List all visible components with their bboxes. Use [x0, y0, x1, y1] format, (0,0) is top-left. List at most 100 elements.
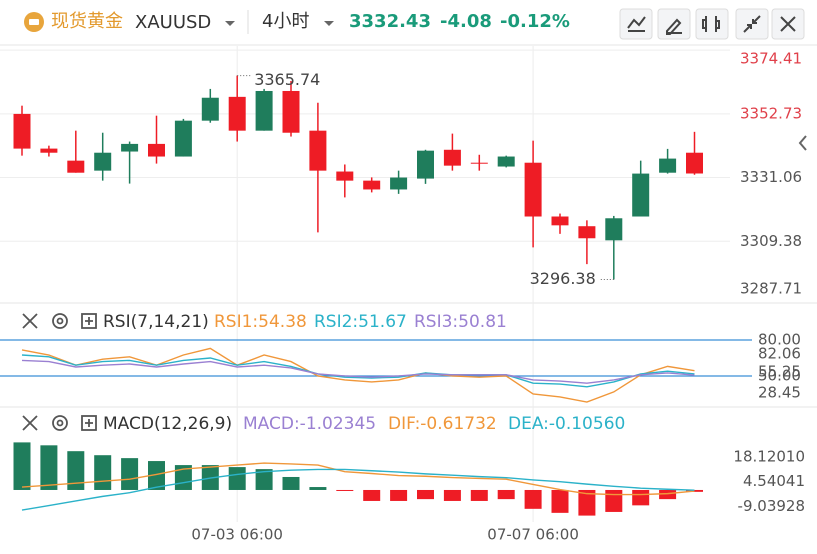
- candle-body: [686, 152, 703, 174]
- change-percent: -0.12%: [500, 11, 570, 32]
- candle-body: [13, 113, 31, 149]
- macd-bar: [282, 476, 300, 490]
- rsi-settings-dot: [56, 317, 64, 325]
- y-tick-label: 18.12010: [733, 447, 805, 465]
- candle-body: [94, 152, 112, 171]
- macd-bar: [686, 489, 703, 492]
- macd-bar: [94, 455, 112, 490]
- macd-bar: [336, 489, 354, 491]
- macd-bar: [148, 461, 165, 490]
- legend-entry: DEA:-0.10560: [508, 414, 625, 434]
- macd-bar: [632, 489, 650, 506]
- y-tick-label: 3352.73: [740, 104, 802, 122]
- macd-bar: [363, 489, 381, 501]
- candle-body: [659, 158, 677, 173]
- candle-body: [605, 218, 623, 241]
- fullscreen-icon: [743, 15, 761, 33]
- candle-body: [121, 143, 139, 152]
- chart-type-button[interactable]: [695, 8, 729, 40]
- symbol-caret[interactable]: [225, 21, 235, 26]
- rsi-expand-plus: [85, 317, 93, 325]
- legend-entry: RSI2:51.67: [314, 312, 407, 332]
- macd-line: [21, 462, 695, 496]
- price: 3332.43: [349, 11, 431, 32]
- close-icon: [780, 16, 796, 32]
- rsi-line: [21, 354, 695, 388]
- candle-body: [282, 90, 300, 133]
- value-badge: 28.45: [758, 384, 801, 402]
- macd-line: [21, 468, 695, 511]
- candle-body: [578, 226, 596, 239]
- macd-bar: [121, 458, 139, 490]
- macd-bar: [40, 445, 58, 490]
- legend-entry: RSI3:50.81: [414, 312, 507, 332]
- candle-body: [228, 96, 246, 131]
- legend-entry: MACD:-1.02345: [243, 414, 376, 434]
- header: 现货黄金 XAUUSD 4小时 3332.43 -4.08 -0.12%: [24, 8, 805, 40]
- macd-bar: [551, 489, 569, 513]
- macd-settings-dot: [56, 419, 64, 427]
- collapse-button[interactable]: [798, 135, 807, 151]
- y-tick-label: 80.00: [758, 331, 801, 349]
- draw-icon: [666, 18, 682, 35]
- macd-title: MACD(12,26,9): [103, 414, 232, 434]
- macd-settings[interactable]: [52, 415, 68, 431]
- indicator-icon: [627, 16, 646, 32]
- candle-body: [148, 143, 165, 157]
- candle-body: [470, 162, 488, 164]
- rsi-settings[interactable]: [52, 313, 68, 329]
- indicator-button[interactable]: [619, 8, 653, 40]
- rsi-line: [21, 359, 695, 384]
- macd-expand-plus: [85, 419, 93, 427]
- macd-bar: [13, 442, 31, 490]
- candle-body: [255, 90, 273, 131]
- gold-icon-bar: [29, 19, 39, 25]
- y-tick-label: 50.00: [758, 366, 801, 384]
- y-tick-label: 3374.41: [740, 50, 802, 68]
- candle-body: [201, 97, 219, 121]
- macd-bar: [228, 467, 246, 490]
- y-tick-label: 3331.06: [740, 168, 802, 186]
- legend-entry: DIF:-0.61732: [388, 414, 497, 434]
- interval[interactable]: 4小时: [262, 11, 309, 32]
- y-tick-label: 3287.71: [740, 280, 802, 298]
- symbol[interactable]: XAUUSD: [135, 12, 211, 33]
- change: -4.08: [440, 11, 492, 32]
- candle-body: [390, 177, 408, 190]
- macd-bar: [443, 489, 461, 501]
- macd-bar: [497, 489, 515, 500]
- macd-bar: [578, 489, 596, 516]
- macd-bar: [470, 489, 488, 501]
- y-tick-label: 3309.38: [740, 232, 802, 250]
- rsi-title: RSI(7,14,21): [103, 312, 209, 332]
- x-tick-label: 07-07 06:00: [487, 526, 579, 544]
- macd-bar: [524, 489, 542, 509]
- candle-body: [524, 162, 542, 217]
- remove-rsi[interactable]: [22, 313, 38, 329]
- high-label: 3365.74: [254, 70, 320, 89]
- low-label: 3296.38: [530, 269, 596, 288]
- rsi-expand[interactable]: [81, 313, 97, 329]
- macd-bar: [605, 489, 623, 512]
- rsi-line: [21, 347, 695, 403]
- chart-type-icon: [702, 16, 720, 32]
- candle-body: [417, 150, 434, 179]
- legend-entry: RSI1:54.38: [214, 312, 307, 332]
- value-badge: 55.25: [758, 363, 801, 381]
- symbol-cn[interactable]: 现货黄金: [51, 11, 123, 32]
- candle-body: [551, 216, 569, 226]
- interval-caret[interactable]: [324, 21, 334, 26]
- candle-body: [309, 130, 327, 171]
- x-tick-label: 07-03 06:00: [191, 526, 283, 544]
- y-tick-label: 4.54041: [743, 472, 805, 490]
- macd-bar: [659, 489, 677, 500]
- candle-body: [67, 160, 85, 173]
- macd-bar: [417, 489, 434, 500]
- y-tick-label: -9.03928: [738, 497, 805, 515]
- macd-bar: [309, 487, 327, 490]
- remove-macd[interactable]: [22, 415, 38, 431]
- value-badge: 82.06: [758, 345, 801, 363]
- candle-body: [632, 173, 650, 217]
- macd-expand[interactable]: [81, 415, 97, 431]
